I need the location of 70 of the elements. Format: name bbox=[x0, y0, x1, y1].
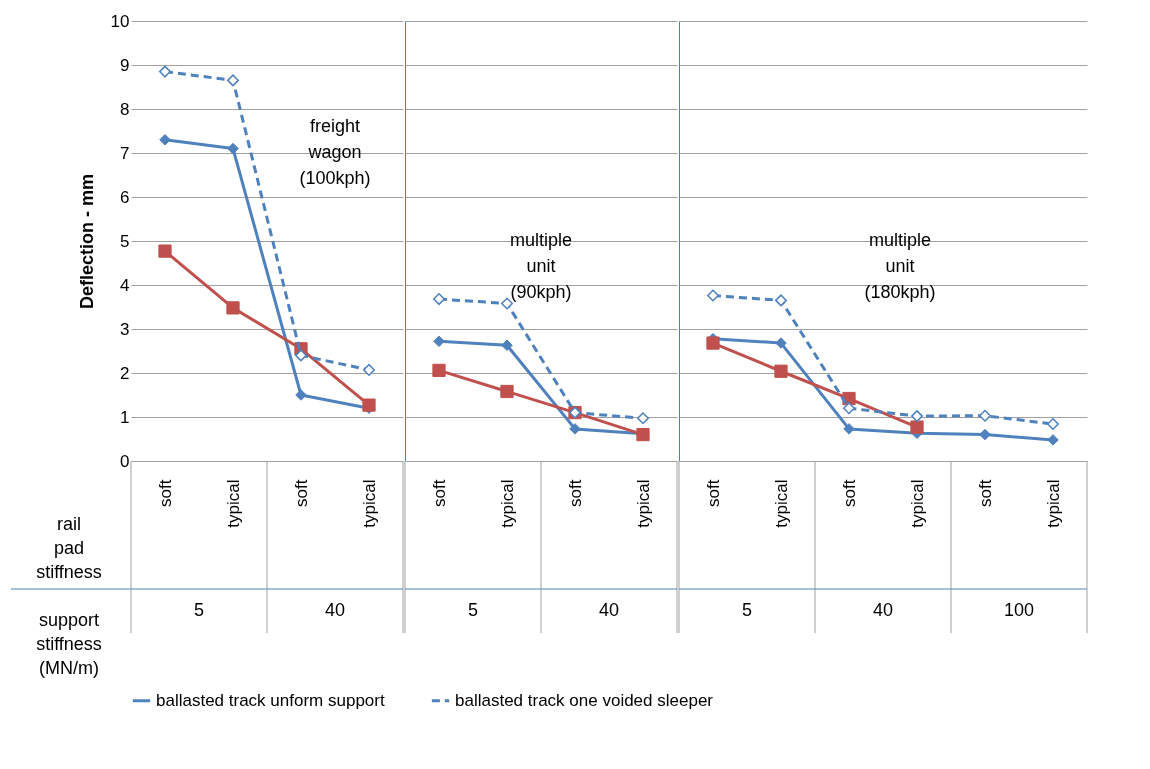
x-tick-label: soft bbox=[291, 479, 311, 507]
point bbox=[910, 420, 924, 434]
point bbox=[501, 339, 513, 352]
point bbox=[362, 398, 376, 412]
point bbox=[707, 289, 719, 302]
point bbox=[433, 293, 445, 306]
point bbox=[775, 337, 787, 349]
text: 100 bbox=[1003, 600, 1035, 620]
point bbox=[159, 134, 171, 146]
y-tick-label: 10 bbox=[110, 11, 130, 31]
point bbox=[363, 363, 375, 376]
point bbox=[706, 336, 720, 350]
annotation: multiple unit (180kph) bbox=[864, 230, 936, 302]
text: support stiffness (MN/m) bbox=[36, 610, 102, 678]
legend-label: ballasted track unform support bbox=[156, 690, 385, 710]
point bbox=[501, 297, 513, 310]
text: 5 bbox=[467, 600, 479, 620]
annotation: multiple unit (90kph) bbox=[509, 230, 573, 302]
point bbox=[295, 349, 307, 362]
y-tick-label: 1 bbox=[120, 407, 130, 427]
point bbox=[500, 384, 514, 399]
text: 40 bbox=[324, 600, 346, 620]
y-tick-label: 3 bbox=[120, 319, 130, 339]
point bbox=[637, 412, 649, 425]
point bbox=[1047, 434, 1059, 446]
text: 5 bbox=[193, 600, 205, 620]
x-tick-label: soft bbox=[839, 479, 859, 507]
text: 40 bbox=[872, 600, 894, 620]
point bbox=[843, 402, 855, 415]
point bbox=[226, 301, 240, 315]
point bbox=[843, 423, 855, 435]
point bbox=[159, 65, 171, 78]
y-tick-label: 6 bbox=[120, 187, 130, 207]
x-tick-label: typical bbox=[1043, 479, 1063, 528]
y-tick-label: 4 bbox=[120, 275, 130, 295]
point bbox=[158, 244, 172, 258]
x-tick-label: soft bbox=[565, 479, 585, 507]
x-tick-label: typical bbox=[771, 479, 791, 528]
point bbox=[295, 389, 307, 401]
point bbox=[911, 410, 923, 423]
x-tick-label: soft bbox=[155, 479, 175, 507]
y-tick-label: 2 bbox=[120, 363, 130, 383]
text: rail pad stiffness bbox=[36, 514, 102, 582]
y-tick-label: 0 bbox=[120, 451, 130, 471]
x-tick-label: typical bbox=[633, 479, 653, 528]
point bbox=[979, 428, 991, 441]
y-axis-title: Deflection - mm bbox=[76, 173, 97, 310]
legend-label: ballasted track one voided sleeper bbox=[455, 690, 714, 710]
y-tick-label: 9 bbox=[120, 55, 130, 75]
point bbox=[979, 409, 991, 422]
point bbox=[227, 74, 239, 87]
x-tick-label: typical bbox=[497, 479, 517, 528]
y-tick-label: 7 bbox=[120, 143, 130, 163]
x-tick-label: soft bbox=[703, 479, 723, 507]
text: 40 bbox=[598, 600, 620, 620]
point bbox=[569, 423, 581, 435]
x-tick-label: soft bbox=[429, 479, 449, 507]
point bbox=[775, 294, 787, 307]
y-tick-label: 5 bbox=[120, 231, 130, 251]
x-tick-label: soft bbox=[975, 479, 995, 507]
point bbox=[432, 363, 446, 377]
y-tick-label: 8 bbox=[120, 99, 130, 119]
x-tick-label: typical bbox=[223, 479, 243, 528]
x-tick-label: typical bbox=[907, 479, 927, 528]
point bbox=[227, 142, 239, 155]
point bbox=[774, 364, 788, 378]
point bbox=[1047, 418, 1059, 431]
annotation: freight wagon (100kph) bbox=[299, 115, 371, 188]
text: 5 bbox=[741, 600, 753, 620]
x-tick-label: typical bbox=[359, 479, 379, 528]
